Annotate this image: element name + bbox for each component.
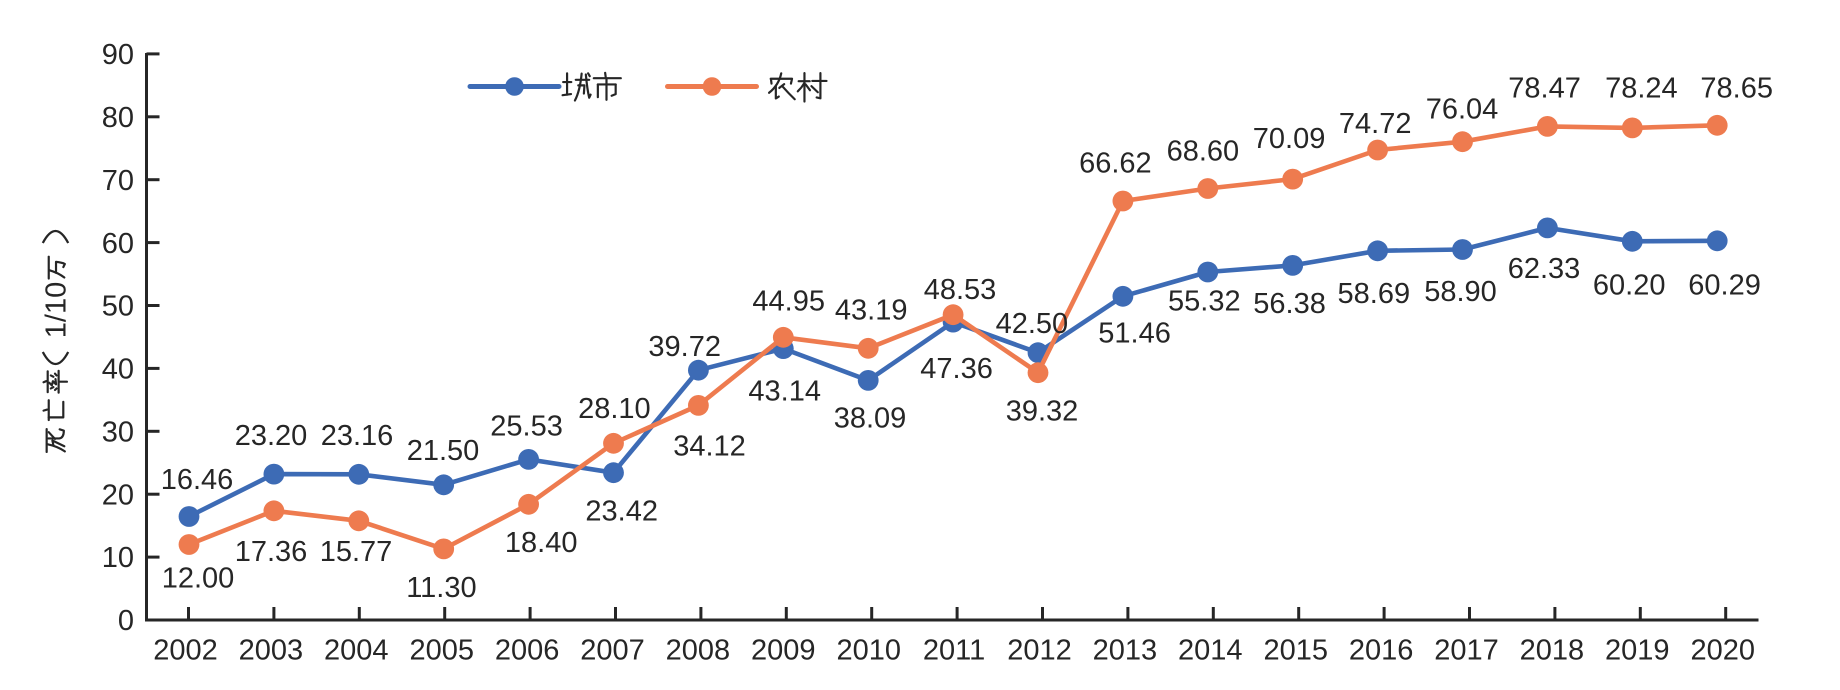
svg-text:16.46: 16.46	[161, 464, 234, 496]
svg-text:2013: 2013	[1093, 635, 1158, 667]
svg-text:78.24: 78.24	[1605, 73, 1678, 105]
svg-text:2004: 2004	[324, 635, 389, 667]
svg-text:2019: 2019	[1605, 635, 1670, 667]
svg-text:15.77: 15.77	[320, 536, 393, 568]
svg-text:48.53: 48.53	[924, 274, 997, 306]
svg-text:2005: 2005	[409, 635, 474, 667]
svg-text:60.29: 60.29	[1688, 269, 1761, 301]
svg-text:23.20: 23.20	[235, 420, 308, 452]
svg-text:2018: 2018	[1520, 635, 1585, 667]
svg-text:38.09: 38.09	[834, 402, 907, 434]
svg-text:60: 60	[102, 228, 134, 260]
svg-text:2020: 2020	[1690, 635, 1755, 667]
svg-text:34.12: 34.12	[673, 430, 746, 462]
svg-text:25.53: 25.53	[490, 410, 563, 442]
svg-text:2017: 2017	[1434, 635, 1499, 667]
svg-text:58.69: 58.69	[1338, 278, 1411, 310]
svg-text:10: 10	[102, 542, 134, 574]
svg-text:44.95: 44.95	[752, 285, 825, 317]
svg-text:2014: 2014	[1178, 635, 1243, 667]
svg-text:2008: 2008	[666, 635, 731, 667]
svg-text:78.47: 78.47	[1508, 73, 1581, 105]
svg-text:39.72: 39.72	[648, 331, 721, 363]
svg-text:74.72: 74.72	[1339, 108, 1412, 140]
svg-text:2006: 2006	[495, 635, 560, 667]
svg-text:2003: 2003	[239, 635, 304, 667]
svg-text:2007: 2007	[580, 635, 645, 667]
svg-text:76.04: 76.04	[1426, 93, 1499, 125]
svg-text:1/10: 1/10	[41, 282, 73, 338]
svg-text:55.32: 55.32	[1168, 286, 1241, 318]
svg-text:66.62: 66.62	[1079, 148, 1152, 180]
svg-text:47.36: 47.36	[920, 353, 993, 385]
svg-text:70.09: 70.09	[1253, 123, 1326, 155]
svg-text:39.32: 39.32	[1006, 396, 1079, 428]
svg-text:43.14: 43.14	[748, 375, 821, 407]
svg-text:2009: 2009	[751, 635, 816, 667]
svg-text:56.38: 56.38	[1253, 288, 1326, 320]
svg-text:11.30: 11.30	[406, 572, 476, 604]
svg-text:2016: 2016	[1349, 635, 1414, 667]
svg-text:28.10: 28.10	[578, 393, 651, 425]
svg-text:70: 70	[102, 165, 134, 197]
svg-text:58.90: 58.90	[1424, 276, 1497, 308]
svg-text:30: 30	[102, 416, 134, 448]
svg-text:23.42: 23.42	[585, 496, 658, 528]
svg-text:17.36: 17.36	[235, 536, 308, 568]
svg-text:2015: 2015	[1263, 635, 1328, 667]
svg-text:80: 80	[102, 102, 134, 134]
svg-text:2011: 2011	[923, 635, 985, 667]
svg-text:18.40: 18.40	[505, 527, 578, 559]
svg-text:68.60: 68.60	[1167, 135, 1240, 167]
svg-text:42.50: 42.50	[996, 308, 1069, 340]
svg-text:23.16: 23.16	[321, 420, 394, 452]
svg-text:90: 90	[102, 39, 134, 71]
svg-text:2010: 2010	[836, 635, 901, 667]
svg-text:51.46: 51.46	[1098, 318, 1171, 350]
svg-text:60.20: 60.20	[1593, 269, 1666, 301]
svg-text:40: 40	[102, 354, 134, 386]
svg-text:50: 50	[102, 291, 134, 323]
svg-text:0: 0	[118, 605, 134, 637]
svg-text:20: 20	[102, 479, 134, 511]
svg-text:12.00: 12.00	[162, 563, 235, 595]
svg-text:62.33: 62.33	[1508, 253, 1581, 285]
svg-text:21.50: 21.50	[407, 435, 480, 467]
svg-text:78.65: 78.65	[1700, 73, 1773, 105]
svg-text:2012: 2012	[1007, 635, 1072, 667]
svg-text:2002: 2002	[153, 635, 218, 667]
svg-text:43.19: 43.19	[835, 294, 908, 326]
